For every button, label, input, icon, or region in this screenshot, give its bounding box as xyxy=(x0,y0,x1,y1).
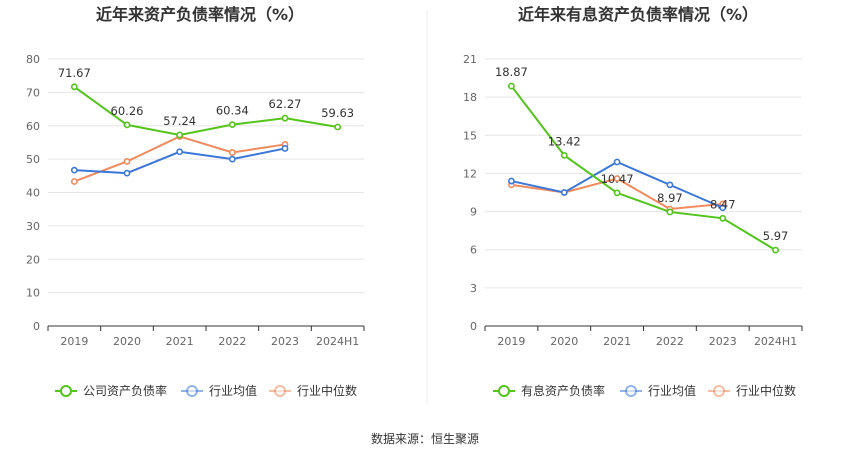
data-point xyxy=(560,189,568,196)
data-point xyxy=(176,131,184,139)
legend-label: 行业中位数 xyxy=(297,383,357,398)
y-tick-label: 80 xyxy=(26,53,40,66)
legend-item[interactable]: 行业均值 xyxy=(620,383,696,398)
data-point xyxy=(70,178,78,185)
x-tick-label: 2021 xyxy=(166,335,194,348)
legend-marker-icon xyxy=(625,385,637,397)
data-point xyxy=(613,175,621,182)
data-label: 57.24 xyxy=(163,114,196,128)
legend-marker-icon xyxy=(498,385,510,397)
legend-label: 行业均值 xyxy=(648,383,696,398)
x-tick-label: 2019 xyxy=(60,335,88,348)
data-point xyxy=(228,121,236,129)
y-tick-label: 70 xyxy=(26,86,40,99)
data-point xyxy=(228,149,236,156)
data-point xyxy=(613,189,621,197)
legend-marker-icon xyxy=(274,385,286,397)
y-tick-label: 40 xyxy=(26,187,40,200)
series-line xyxy=(510,85,777,251)
y-tick-label: 0 xyxy=(470,320,477,333)
y-tick-label: 10 xyxy=(26,287,40,300)
y-tick-label: 6 xyxy=(470,244,477,257)
data-point xyxy=(281,114,289,122)
data-point xyxy=(281,145,289,152)
y-tick-label: 30 xyxy=(26,220,40,233)
legend-marker-icon xyxy=(713,385,725,397)
legend-label: 行业中位数 xyxy=(736,383,796,398)
data-label: 60.34 xyxy=(216,104,249,118)
data-label: 71.67 xyxy=(58,66,91,80)
data-point xyxy=(772,246,779,254)
legend-marker-icon xyxy=(60,385,72,397)
legend-item[interactable]: 行业中位数 xyxy=(708,383,796,398)
y-tick-label: 21 xyxy=(463,53,477,66)
y-tick-label: 18 xyxy=(463,91,477,104)
legend-item[interactable]: 公司资产负债率 xyxy=(55,383,167,398)
x-tick-label: 2020 xyxy=(113,335,141,348)
y-tick-label: 15 xyxy=(463,129,477,142)
legend-item[interactable]: 行业中位数 xyxy=(269,383,357,398)
data-label: 10.47 xyxy=(601,172,634,186)
data-label: 18.87 xyxy=(495,65,528,79)
data-label: 13.42 xyxy=(548,134,581,148)
chart-panel-interest-bearing-debt-ratio: 近年来有息资产负债率情况（%） 0 3 6 9 12 15 18 21 2019 2020 2021 2… xyxy=(463,5,803,398)
x-tick-label: 2020 xyxy=(550,335,578,348)
y-tick-label: 0 xyxy=(33,320,40,333)
legend-item[interactable]: 行业均值 xyxy=(181,383,257,398)
x-tick-label: 2022 xyxy=(218,335,246,348)
data-point xyxy=(123,169,131,177)
y-tick-label: 3 xyxy=(470,282,477,295)
x-tick-label: 2024H1 xyxy=(754,335,797,348)
chart-title: 近年来有息资产负债率情况（%） xyxy=(518,5,758,24)
chart-panel-debt-ratio: 近年来资产负债率情况（%） 0 10 20 30 40 50 60 70 80 2019 2020 20… xyxy=(26,5,365,398)
legend-label: 公司资产负债率 xyxy=(83,383,167,398)
x-tick-label: 2019 xyxy=(497,335,525,348)
data-point xyxy=(123,121,131,129)
y-tick-label: 12 xyxy=(463,167,477,180)
data-label: 8.47 xyxy=(710,197,736,211)
data-label: 5.97 xyxy=(763,229,789,243)
x-tick-label: 2023 xyxy=(271,335,299,348)
x-tick-label: 2021 xyxy=(603,335,631,348)
data-point xyxy=(123,158,131,165)
data-point xyxy=(70,166,78,174)
x-tick-label: 2023 xyxy=(709,335,737,348)
legend-item[interactable]: 有息资产负债率 xyxy=(493,383,605,398)
data-point xyxy=(176,148,184,156)
x-tick-label: 2024H1 xyxy=(316,335,359,348)
data-point xyxy=(719,204,727,212)
data-point xyxy=(228,155,236,163)
y-tick-label: 50 xyxy=(26,153,40,166)
data-source-note: 数据来源：恒生聚源 xyxy=(371,431,479,446)
data-point xyxy=(508,82,515,90)
data-point xyxy=(334,123,342,131)
data-point xyxy=(719,214,727,222)
data-point xyxy=(613,158,621,166)
y-tick-label: 9 xyxy=(470,206,477,219)
legend-label: 行业均值 xyxy=(209,383,257,398)
data-label: 62.27 xyxy=(269,97,302,111)
x-tick-label: 2022 xyxy=(656,335,684,348)
data-label: 8.97 xyxy=(657,191,683,205)
data-label: 60.26 xyxy=(111,104,144,118)
chart-title: 近年来资产负债率情况（%） xyxy=(96,5,304,24)
data-point xyxy=(666,181,674,189)
series-line xyxy=(73,85,338,136)
y-tick-label: 20 xyxy=(26,253,40,266)
data-point xyxy=(508,177,515,185)
data-point xyxy=(666,208,674,216)
data-point xyxy=(70,83,78,91)
data-label: 59.63 xyxy=(321,106,354,120)
legend-label: 有息资产负债率 xyxy=(521,383,605,398)
legend-marker-icon xyxy=(186,385,198,397)
y-tick-label: 60 xyxy=(26,120,40,133)
data-point xyxy=(560,151,568,159)
